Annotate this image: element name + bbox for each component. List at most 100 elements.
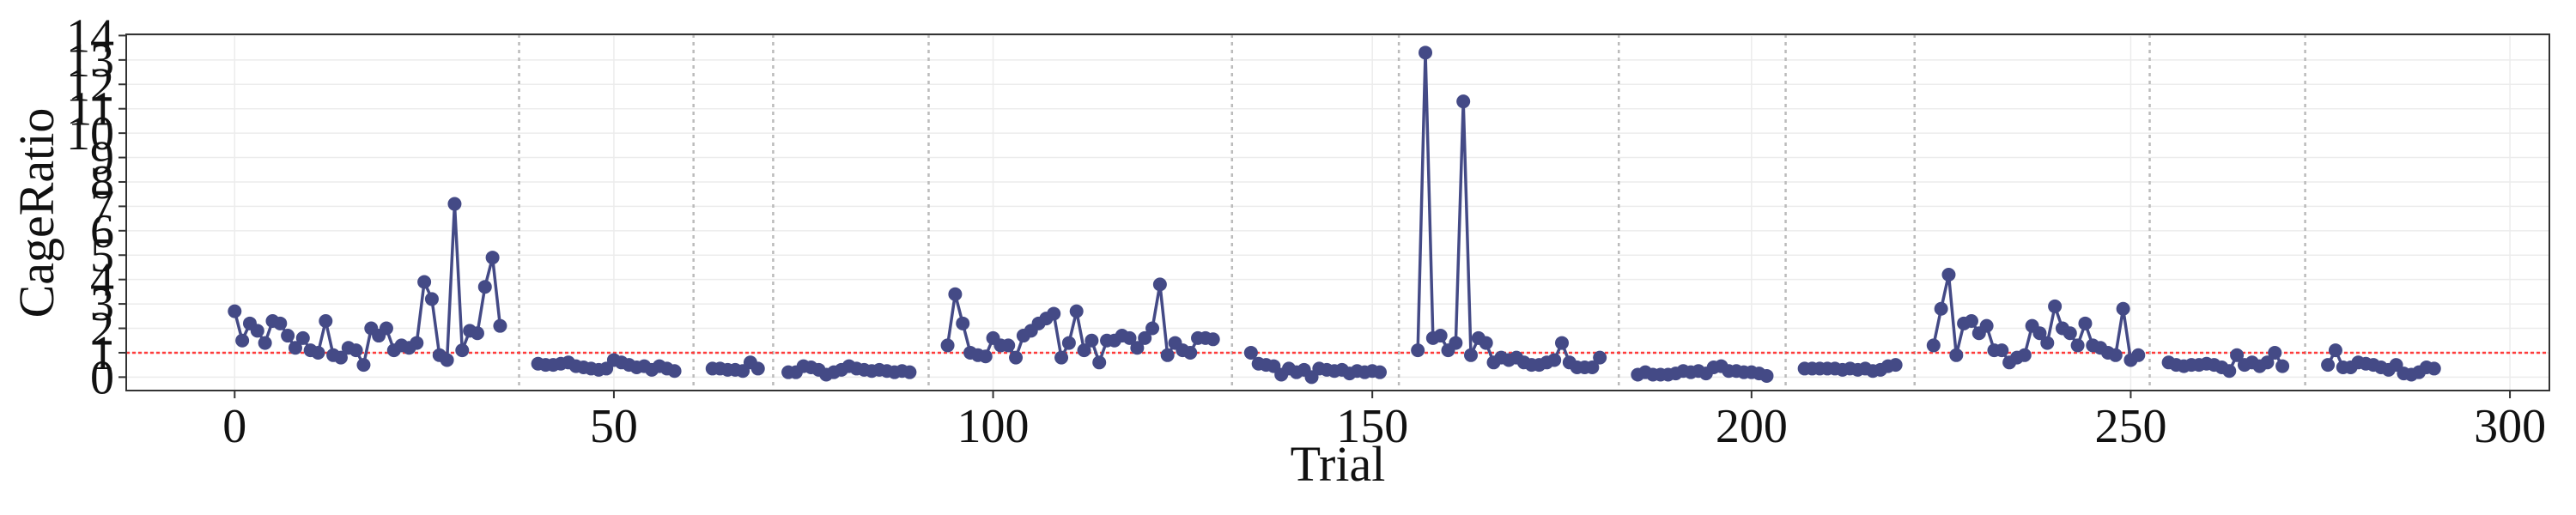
data-point [319,313,333,328]
y-tick-label: 2 [90,303,114,356]
data-point [1419,45,1433,60]
data-point [273,316,288,330]
data-point [1092,355,1107,370]
y-tick-label: 10 [66,107,114,161]
x-tick-label: 50 [590,400,638,453]
data-point [1449,336,1463,350]
data-point [1888,358,1903,373]
data-point [2048,299,2063,313]
data-point [2268,345,2282,360]
data-point [295,330,310,345]
data-point [417,275,432,289]
data-point [1183,345,1198,360]
data-point [1001,338,1016,353]
x-axis-label: Trial [1291,436,1386,492]
data-point [750,361,765,376]
data-point [2230,348,2245,362]
data-point [349,343,363,358]
data-point [333,350,348,365]
y-tick-label: 12 [66,58,114,112]
data-point [1411,343,1425,358]
data-point [2222,364,2237,379]
y-tick-label: 1 [90,327,114,380]
data-point [2116,301,2130,316]
data-point [1547,353,1562,367]
data-point [1047,306,1061,321]
data-point [1964,313,1978,328]
data-point [1373,365,1388,379]
data-point [2032,326,2047,341]
data-point [948,287,963,301]
data-point [235,333,250,348]
data-point [410,336,424,350]
data-point [978,349,993,364]
data-point [1759,368,1774,383]
y-tick-label: 4 [90,254,114,307]
data-point [2070,338,2085,353]
y-tick-label: 13 [66,34,114,88]
data-point [2040,336,2055,350]
data-point [1061,336,1076,350]
data-point [1130,341,1145,355]
x-tick-label: 0 [222,400,246,453]
data-point [2260,355,2275,370]
data-point [455,343,470,358]
data-point [311,345,325,360]
y-tick-label: 8 [90,156,114,209]
data-point [250,324,264,338]
data-point [1433,329,1448,343]
data-point [440,353,454,367]
data-point [1979,318,1994,333]
data-point [258,336,272,350]
y-tick-label: 5 [90,229,114,282]
data-point [1464,348,1479,362]
data-point [2108,348,2123,362]
data-point [2063,326,2077,341]
data-point [1243,345,1258,360]
data-point [1995,343,2009,358]
data-point [2275,359,2290,373]
data-point [1122,330,1137,345]
data-point [2078,316,2093,330]
data-point [1555,336,1570,350]
data-point [902,365,917,379]
data-point [1152,277,1167,292]
data-point [447,197,462,211]
x-tick-label: 300 [2474,400,2546,453]
data-point [1145,321,1160,336]
data-point [470,326,484,341]
y-tick-label: 9 [90,132,114,185]
data-point [1941,267,1956,282]
data-point [956,316,970,330]
x-tick-label: 150 [1336,400,1408,453]
y-axis-label: CageRatio [9,108,64,318]
data-point [477,280,492,294]
x-tick-label: 100 [957,400,1030,453]
plot-frame [125,33,2550,391]
data-point [1479,336,1493,350]
y-tick-label: 0 [90,351,114,404]
data-point [2017,348,2032,362]
data-point [424,292,439,306]
data-point [1009,350,1024,365]
x-tick-label: 250 [2094,400,2166,453]
data-point [1160,348,1175,362]
data-point [485,251,500,265]
data-point [1206,332,1220,347]
y-tick-label: 6 [90,205,114,258]
x-tick-label: 200 [1716,400,1788,453]
y-tick-label: 3 [90,278,114,331]
data-point [1949,348,1964,362]
data-point [2321,358,2336,373]
data-point [1084,333,1099,348]
data-point [1138,330,1152,345]
data-point [1054,350,1069,365]
y-tick-label: 14 [66,9,114,63]
data-point [288,341,302,355]
data-point [2427,361,2441,376]
data-point [667,364,682,379]
data-point [1593,350,1607,365]
data-point [1926,338,1941,353]
